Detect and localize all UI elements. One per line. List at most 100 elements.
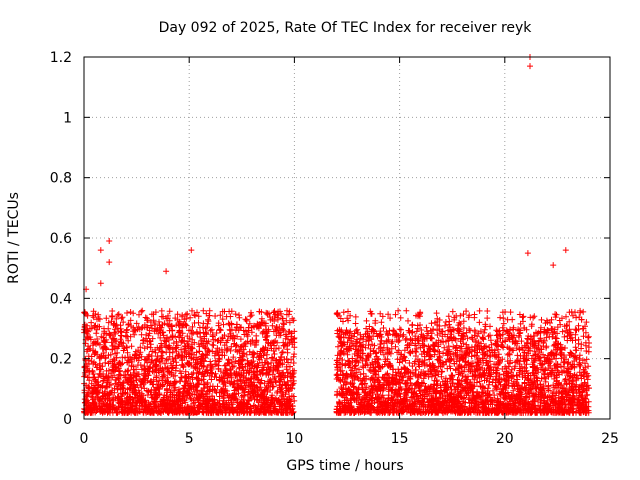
data-point (148, 391, 155, 398)
data-point (182, 378, 189, 385)
data-point (223, 362, 229, 369)
data-point (233, 386, 240, 393)
data-point (270, 355, 276, 362)
data-point (242, 375, 249, 382)
data-point (124, 326, 131, 333)
data-point (156, 318, 162, 325)
data-point (246, 320, 253, 327)
data-point (214, 338, 221, 344)
data-point (291, 351, 298, 358)
data-point (100, 350, 107, 356)
data-point (548, 316, 555, 323)
data-point (146, 330, 153, 337)
data-point (111, 368, 117, 375)
data-point (153, 327, 160, 334)
data-point (141, 385, 148, 392)
data-point (212, 361, 218, 368)
data-point (250, 354, 257, 361)
data-point (98, 333, 105, 340)
data-point (256, 356, 263, 363)
data-point (105, 377, 112, 384)
data-point (196, 343, 203, 350)
data-point (188, 396, 195, 403)
data-point (158, 313, 165, 320)
data-point (251, 322, 257, 329)
data-point (209, 341, 216, 348)
data-point (151, 321, 158, 328)
data-point (194, 356, 201, 363)
data-point (287, 370, 293, 377)
data-point (181, 397, 188, 404)
data-point (257, 371, 264, 378)
data-point (122, 354, 129, 361)
data-point (261, 380, 268, 387)
data-point (471, 327, 478, 334)
data-point (164, 374, 171, 381)
data-point (189, 323, 196, 330)
data-point (171, 387, 178, 394)
data-point (130, 388, 137, 394)
data-point (275, 345, 282, 352)
data-point (421, 342, 428, 349)
data-point (188, 355, 195, 362)
data-point (201, 335, 208, 342)
data-point (179, 324, 186, 331)
data-point (286, 339, 293, 346)
data-point (85, 409, 92, 416)
data-point (115, 399, 122, 406)
data-point (342, 361, 349, 368)
data-point (139, 307, 146, 314)
data-point (291, 328, 298, 335)
data-point (115, 311, 122, 318)
data-point (221, 404, 228, 411)
data-point (289, 381, 296, 388)
data-point (244, 367, 251, 373)
data-point (182, 373, 189, 380)
data-point (263, 367, 270, 373)
data-point (112, 380, 119, 387)
data-point (342, 381, 349, 388)
data-point (273, 408, 280, 414)
data-point (129, 389, 136, 396)
data-point (352, 313, 359, 320)
data-point (383, 328, 390, 335)
data-point (285, 387, 292, 394)
data-point (265, 382, 272, 389)
data-point (87, 336, 94, 343)
data-point (363, 317, 370, 324)
data-point (201, 381, 208, 388)
data-point (154, 353, 161, 360)
data-point (153, 378, 160, 385)
data-point (104, 392, 111, 399)
data-point (499, 324, 506, 331)
data-point (285, 336, 291, 343)
data-point (111, 329, 118, 336)
data-point (210, 336, 217, 343)
data-point (163, 365, 170, 372)
data-point (276, 399, 283, 406)
data-point (164, 386, 170, 393)
data-point (185, 360, 192, 367)
data-point (181, 407, 187, 414)
data-point (221, 352, 228, 359)
data-point (119, 401, 126, 408)
data-point (272, 311, 279, 318)
data-point (259, 389, 266, 396)
data-point (119, 390, 126, 397)
data-point (86, 345, 93, 352)
data-point (178, 352, 185, 359)
data-point (128, 343, 135, 350)
data-point (270, 364, 277, 371)
data-point (131, 370, 138, 377)
data-point (165, 356, 171, 363)
data-point (84, 334, 91, 341)
data-point (212, 313, 219, 319)
data-point (235, 383, 241, 390)
data-point (254, 376, 261, 383)
data-point (236, 357, 243, 364)
data-point (244, 409, 251, 415)
data-point (145, 353, 152, 360)
data-point (112, 330, 119, 337)
data-point (130, 397, 137, 404)
data-point (413, 328, 420, 335)
